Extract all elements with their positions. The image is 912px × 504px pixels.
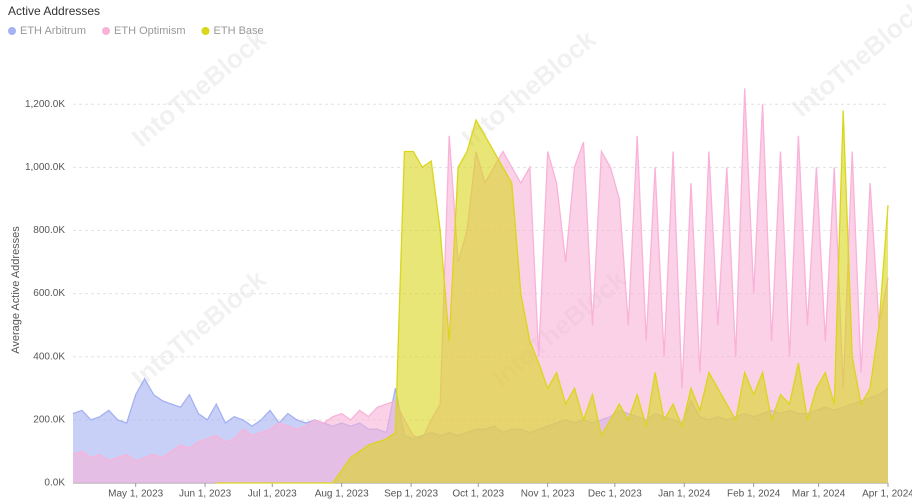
legend: ETH Arbitrum ETH Optimism ETH Base xyxy=(8,25,264,37)
y-tick-label: 600.0K xyxy=(33,288,65,299)
legend-label: ETH Base xyxy=(214,25,264,37)
watermark: IntoTheBlock xyxy=(126,24,272,153)
legend-marker xyxy=(201,27,210,35)
y-tick-label: 0.0K xyxy=(44,478,65,489)
legend-label: ETH Optimism xyxy=(114,25,186,37)
watermark: IntoTheBlock xyxy=(126,264,272,393)
x-tick-label: Jan 1, 2024 xyxy=(658,489,711,500)
legend-marker xyxy=(8,27,16,35)
area xyxy=(216,110,889,483)
x-tick-label: Dec 1, 2023 xyxy=(588,489,642,500)
x-tick-label: Apr 1, 2024 xyxy=(862,489,912,500)
legend-marker xyxy=(102,27,111,35)
x-tick-label: Oct 1, 2023 xyxy=(452,489,504,500)
x-tick-label: Jun 1, 2023 xyxy=(179,489,232,500)
chart-title: Active Addresses xyxy=(8,4,100,18)
x-tick-label: Aug 1, 2023 xyxy=(315,489,369,500)
x-tick-label: Jul 1, 2023 xyxy=(248,489,297,500)
y-tick-label: 200.0K xyxy=(33,415,65,426)
legend-label: ETH Arbitrum xyxy=(20,25,86,37)
x-tick-label: May 1, 2023 xyxy=(108,489,163,500)
y-axis-label: Average Active Addresses xyxy=(10,226,22,354)
line xyxy=(216,110,889,484)
x-tick-label: Nov 1, 2023 xyxy=(521,489,575,500)
y-tick-label: 1,200.0K xyxy=(25,99,65,110)
x-tick-label: Mar 1, 2024 xyxy=(792,489,846,500)
y-tick-label: 800.0K xyxy=(33,225,65,236)
y-tick-label: 1,000.0K xyxy=(25,162,65,173)
x-tick-label: Feb 1, 2024 xyxy=(727,489,781,500)
x-tick-label: Sep 1, 2023 xyxy=(384,489,438,500)
y-tick-label: 400.0K xyxy=(33,351,65,362)
